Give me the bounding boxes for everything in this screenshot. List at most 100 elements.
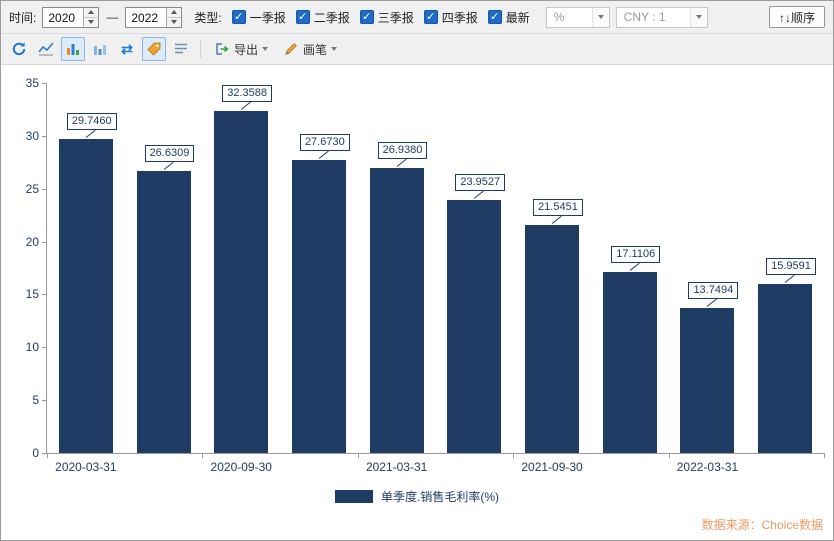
export-label: 导出	[234, 42, 259, 57]
export-button[interactable]: 导出	[208, 38, 274, 61]
checkbox-label: 二季报	[313, 10, 350, 25]
checkbox-checked-icon: ✓	[423, 10, 438, 24]
bar-2020-12-31[interactable]	[291, 160, 346, 453]
checkbox-q1-report[interactable]: ✓ 一季报	[231, 9, 286, 26]
bar-2021-03-31[interactable]	[369, 168, 424, 453]
y-axis-tick-label: 30	[25, 128, 39, 143]
checkbox-label: 三季报	[377, 10, 414, 25]
y-axis-tick-label: 10	[25, 340, 39, 355]
spin-down-icon[interactable]	[84, 17, 99, 27]
bar-2022-06-30[interactable]	[758, 284, 813, 453]
filter-toolbar: 时间: 2020 — 2022 类型: ✓ 一季报 ✓ 二季报 ✓	[1, 1, 833, 34]
swap-axes-icon[interactable]: ⇄	[115, 37, 139, 61]
bar-value-label: 32.3588	[222, 84, 273, 102]
datasource-note: 数据来源：Choice数据	[701, 518, 823, 532]
year-from-spinner[interactable]: 2020	[42, 6, 100, 28]
value-label-leader	[318, 151, 329, 160]
bar-2020-03-31[interactable]	[58, 138, 113, 453]
bar-2022-03-31[interactable]	[680, 307, 735, 453]
value-label-leader	[396, 158, 407, 168]
value-label-leader	[163, 162, 174, 171]
legend-label: 单季度.销售毛利率(%)	[381, 489, 499, 504]
checkbox-q2-report[interactable]: ✓ 二季报	[295, 9, 350, 26]
y-axis-tick-label: 20	[25, 234, 39, 249]
x-axis-tick-label: 2020-03-31	[55, 460, 117, 474]
value-label-leader	[85, 129, 96, 138]
data-label-tag-icon[interactable]	[142, 37, 166, 61]
x-axis-tick-mark	[513, 453, 515, 458]
value-label-leader	[240, 101, 252, 110]
checkbox-checked-icon: ✓	[359, 10, 374, 24]
bar-value-label: 21.5451	[533, 199, 583, 217]
currency-select[interactable]: CNY : 1	[615, 6, 708, 28]
chevron-down-icon[interactable]	[331, 47, 338, 51]
unit-select[interactable]: %	[545, 6, 610, 28]
unit-select-value: %	[553, 10, 565, 24]
bar-value-label: 26.6309	[144, 145, 195, 163]
plot-area: 0 5 10 15 20 25 30 35 29.7460 26.6309 32.3588 27.67…	[26, 76, 825, 474]
checkbox-checked-icon: ✓	[487, 10, 502, 24]
bar-2021-09-30[interactable]	[525, 225, 580, 453]
bar-2021-06-30[interactable]	[447, 199, 502, 453]
bar-value-label: 17.1106	[611, 246, 661, 264]
checkbox-label: 最新	[505, 10, 530, 25]
brush-label: 画笔	[303, 42, 328, 57]
bar-2020-06-30[interactable]	[136, 171, 191, 453]
x-axis-tick-mark	[824, 453, 825, 458]
y-axis-tick-mark	[42, 400, 47, 402]
bar-value-label: 23.9527	[455, 173, 506, 191]
sort-order-button[interactable]: ↑↓顺序	[768, 6, 825, 28]
x-axis-tick-mark	[202, 453, 204, 458]
x-axis-tick-mark	[47, 453, 48, 458]
year-from-value: 2020	[48, 10, 76, 25]
chart-area: 0 5 10 15 20 25 30 35 29.7460 26.6309 32.3588 27.67…	[1, 65, 833, 477]
chevron-down-icon	[591, 7, 609, 27]
y-axis-tick-mark	[42, 347, 47, 349]
checkbox-latest[interactable]: ✓ 最新	[487, 9, 530, 26]
refresh-icon[interactable]	[7, 37, 31, 61]
x-axis-tick-mark	[357, 453, 359, 458]
checkbox-checked-icon: ✓	[295, 10, 310, 24]
data-list-icon[interactable]	[169, 37, 193, 61]
chevron-down-icon[interactable]	[262, 47, 269, 51]
checkbox-q4-report[interactable]: ✓ 四季报	[423, 9, 478, 26]
stacked-bar-chart-icon[interactable]	[88, 37, 112, 61]
y-axis-tick-mark	[42, 241, 47, 243]
bar-value-label: 27.6730	[299, 134, 350, 152]
bar-value-label: 29.7460	[66, 112, 117, 130]
bar-2021-12-31[interactable]	[602, 272, 657, 453]
time-label: 时间:	[9, 10, 37, 25]
value-label-leader	[707, 298, 718, 307]
type-label: 类型:	[194, 10, 222, 25]
value-label-leader	[629, 262, 640, 272]
x-axis-tick-label: 2021-03-31	[365, 460, 428, 474]
line-chart-icon[interactable]	[34, 37, 58, 61]
bar-2020-09-30[interactable]	[214, 110, 269, 453]
y-axis-tick-mark	[42, 83, 47, 84]
checkbox-label: 一季报	[249, 10, 286, 25]
bar-chart-icon[interactable]	[61, 37, 85, 61]
range-dash: —	[106, 10, 119, 24]
bar-value-label: 15.9591	[766, 258, 816, 276]
checkbox-label: 四季报	[441, 10, 478, 25]
year-to-value: 2022	[131, 10, 159, 25]
checkbox-q3-report[interactable]: ✓ 三季报	[359, 9, 414, 26]
pencil-icon	[285, 43, 297, 55]
export-icon	[216, 43, 229, 55]
y-axis-tick-label: 35	[25, 76, 39, 90]
spin-down-icon[interactable]	[167, 17, 182, 27]
spin-up-icon[interactable]	[167, 7, 182, 18]
x-axis-tick-mark	[668, 453, 670, 458]
year-to-spinner[interactable]: 2022	[125, 6, 183, 28]
y-axis-tick-label: 0	[32, 446, 39, 460]
y-axis-tick-mark	[42, 453, 47, 454]
brush-button[interactable]: 画笔	[277, 38, 343, 61]
bar-value-label: 26.9380	[377, 142, 428, 160]
chart-legend: 单季度.销售毛利率(%)	[1, 483, 833, 509]
value-label-leader	[551, 215, 562, 225]
x-axis-tick-label: 2021-09-30	[521, 460, 583, 474]
spin-up-icon[interactable]	[84, 7, 99, 18]
swap-arrows-glyph: ⇄	[121, 40, 133, 57]
y-axis-tick-mark	[42, 294, 47, 296]
